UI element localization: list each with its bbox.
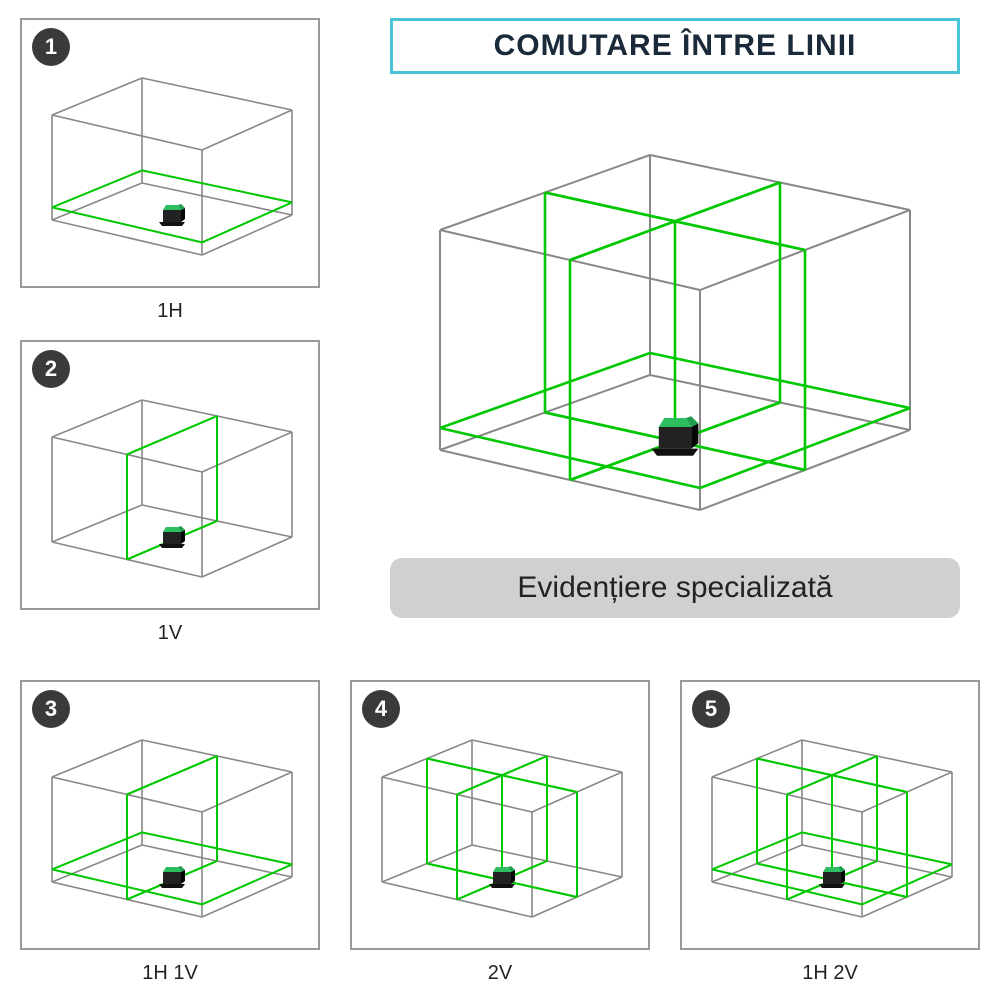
badge-2: 2 [32, 350, 70, 388]
caption-5: 1H 2V [680, 962, 980, 985]
badge-4: 4 [362, 690, 400, 728]
hero-svg [390, 120, 960, 520]
subtitle-box: Evidențiere specializată [390, 558, 960, 618]
panel-3-svg [22, 682, 322, 952]
panel-4-svg [352, 682, 652, 952]
caption-3: 1H 1V [20, 962, 320, 985]
panel-4: 4 [350, 680, 650, 950]
hero-diagram [390, 120, 960, 520]
panel-5: 5 [680, 680, 980, 950]
badge-3: 3 [32, 690, 70, 728]
badge-1: 1 [32, 28, 70, 66]
panel-2-svg [22, 342, 322, 612]
title-box: COMUTARE ÎNTRE LINII [390, 18, 960, 74]
panel-1: 1 [20, 18, 320, 288]
panel-5-svg [682, 682, 982, 952]
caption-1: 1H [20, 300, 320, 323]
caption-2: 1V [20, 622, 320, 645]
panel-2: 2 [20, 340, 320, 610]
caption-4: 2V [350, 962, 650, 985]
panel-3: 3 [20, 680, 320, 950]
panel-1-svg [22, 20, 322, 290]
badge-5: 5 [692, 690, 730, 728]
